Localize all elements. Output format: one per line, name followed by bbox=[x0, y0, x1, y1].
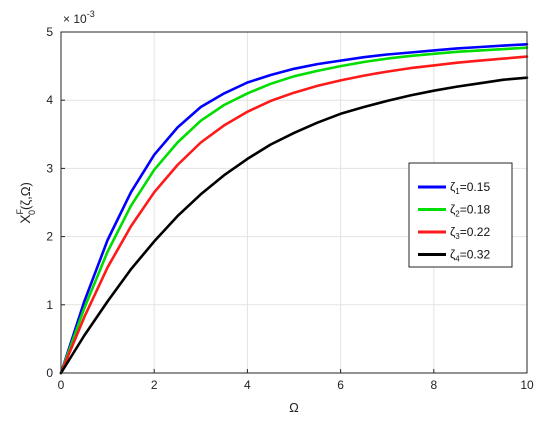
y-tick-label: 4 bbox=[46, 93, 53, 107]
tick-layer: 0 2 4 6 8 10 0 1 2 3 4 5 bbox=[46, 25, 534, 392]
series-line-3 bbox=[59, 55, 529, 375]
legend-label-1: ζ1=0.15 bbox=[450, 180, 490, 196]
legend: ζ1=0.15 ζ2=0.18 ζ3=0.22 ζ4=0.32 bbox=[408, 162, 513, 268]
plot-frame bbox=[60, 31, 528, 374]
series-layer bbox=[59, 42, 529, 375]
x-tick-label: 10 bbox=[520, 378, 534, 392]
series-line-4 bbox=[59, 76, 529, 375]
series-line-1 bbox=[59, 42, 529, 375]
y-tick-label: 1 bbox=[46, 298, 53, 312]
x-tick-label: 8 bbox=[430, 378, 437, 392]
x-tick-label: 2 bbox=[151, 378, 158, 392]
y-tick-label: 2 bbox=[46, 230, 53, 244]
legend-label-3: ζ3=0.22 bbox=[450, 225, 490, 241]
x-tick-label: 6 bbox=[337, 378, 344, 392]
x-tick-label: 0 bbox=[58, 378, 65, 392]
y-tick-label: 3 bbox=[46, 161, 53, 175]
legend-label-2: ζ2=0.18 bbox=[450, 203, 490, 219]
series-line-2 bbox=[59, 46, 529, 375]
exponent-label: × 10-3 bbox=[63, 9, 95, 26]
legend-label-4: ζ4=0.32 bbox=[450, 248, 490, 264]
y-axis-title: XF 0(ζ,Ω) bbox=[15, 182, 37, 224]
y-tick-label: 0 bbox=[46, 366, 53, 380]
x-tick-label: 4 bbox=[244, 378, 251, 392]
legend-items: ζ1=0.15 ζ2=0.18 ζ3=0.22 ζ4=0.32 bbox=[418, 180, 490, 264]
x-axis-title: Ω bbox=[289, 400, 299, 415]
legend-box bbox=[408, 162, 513, 268]
y-tick-label: 5 bbox=[46, 25, 53, 39]
